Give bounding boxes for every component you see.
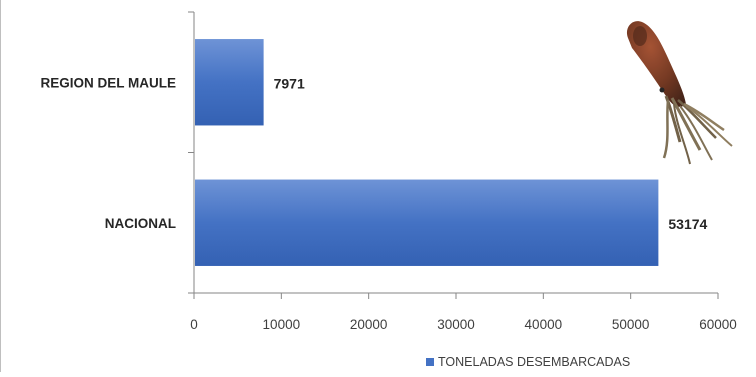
legend: TONELADAS DESEMBARCADAS: [426, 355, 630, 369]
frame-left-border: [0, 0, 1, 372]
bar: [195, 179, 659, 266]
x-tick-label: 20000: [350, 317, 388, 332]
x-tick-label: 60000: [699, 317, 737, 332]
bar: [195, 39, 264, 126]
x-tick-label: 10000: [263, 317, 301, 332]
x-tick-label: 50000: [612, 317, 650, 332]
squid-illustration: [626, 21, 733, 165]
x-tick-label: 40000: [525, 317, 563, 332]
bars: [195, 39, 659, 266]
data-label: 7971: [274, 75, 305, 91]
legend-swatch: [426, 358, 434, 366]
axes: [188, 11, 719, 299]
labels: 0 10000 20000 30000 40000 50000 60000 REGION DE…: [40, 75, 736, 332]
legend-label: TONELADAS DESEMBARCADAS: [438, 355, 630, 369]
x-tick-label: 0: [190, 317, 198, 332]
category-label: NACIONAL: [105, 216, 176, 231]
x-tick-label: 30000: [437, 317, 475, 332]
category-label: REGION DEL MAULE: [40, 75, 176, 90]
data-label: 53174: [668, 216, 707, 232]
